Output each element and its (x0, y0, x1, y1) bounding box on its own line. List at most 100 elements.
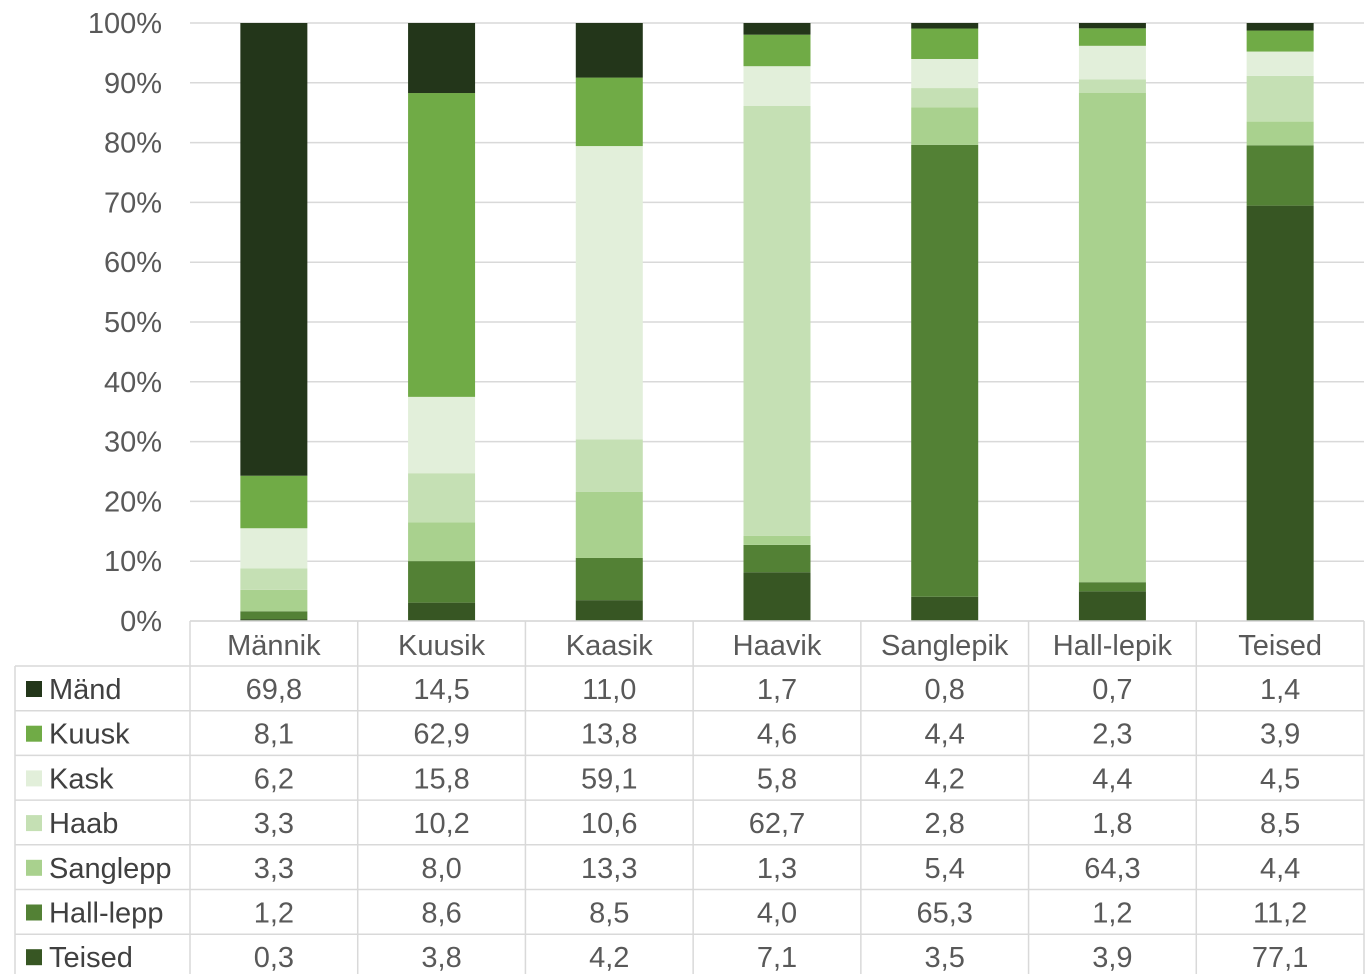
legend-entry: Sanglepp (49, 853, 172, 885)
data-label: 5,4 (925, 853, 965, 885)
data-label: 77,1 (1252, 942, 1308, 974)
bar-segment (1078, 92, 1146, 583)
data-label: 13,8 (581, 719, 637, 751)
x-category-label: Teised (1238, 630, 1322, 662)
bars (240, 23, 1314, 621)
data-label: 1,2 (254, 898, 294, 930)
bar-segment (240, 589, 308, 612)
y-tick-label: 100% (88, 8, 162, 40)
data-label: 0,3 (254, 942, 294, 974)
bar-segment (408, 522, 476, 562)
bar-segment (240, 568, 308, 590)
bar-segment (240, 475, 308, 529)
bar-segment (1246, 121, 1314, 146)
y-tick-label: 50% (104, 307, 162, 339)
y-tick-label: 80% (104, 128, 162, 160)
legend-entry: Mänd (49, 674, 122, 706)
bar-segment (1246, 30, 1314, 52)
data-label: 1,4 (1260, 674, 1300, 706)
data-label: 6,2 (254, 763, 294, 795)
bar-segment (743, 544, 811, 573)
bar-segment (743, 66, 811, 106)
bar-segment (911, 28, 979, 59)
bar-segment (575, 439, 643, 492)
legend-swatch (26, 725, 42, 742)
bar-segment (911, 23, 979, 29)
data-label: 1,7 (757, 674, 797, 706)
data-label: 59,1 (581, 763, 637, 795)
data-label: 62,9 (413, 719, 469, 751)
data-label: 8,1 (254, 719, 294, 751)
bar-segment (408, 473, 476, 523)
data-label: 62,7 (749, 808, 805, 840)
data-label: 0,7 (1092, 674, 1132, 706)
data-label: 15,8 (413, 763, 469, 795)
data-label: 14,5 (413, 674, 469, 706)
data-label: 3,3 (254, 853, 294, 885)
x-category-label: Kuusik (398, 630, 486, 662)
data-label: 8,0 (421, 853, 461, 885)
data-label: 1,8 (1092, 808, 1132, 840)
data-label: 10,2 (413, 808, 469, 840)
legend-swatch (26, 681, 42, 697)
data-label: 4,6 (757, 719, 797, 751)
data-label: 64,3 (1084, 853, 1140, 885)
legend-swatch (26, 904, 42, 921)
data-label: 4,4 (925, 719, 965, 751)
bar-segment (1078, 591, 1146, 621)
bar-segment (408, 396, 476, 474)
x-category-label: Kaasik (566, 630, 654, 662)
legend-swatch (26, 770, 42, 787)
data-label: 0,8 (925, 674, 965, 706)
bar-segment (408, 561, 476, 603)
legend-entry: Kuusk (49, 719, 130, 751)
bar-segment (743, 535, 811, 545)
data-label: 5,8 (757, 763, 797, 795)
bar-segment (1078, 79, 1146, 93)
y-tick-label: 10% (104, 546, 162, 578)
data-label: 4,4 (1092, 763, 1132, 795)
bar-segment (911, 107, 979, 145)
data-label: 8,6 (421, 898, 461, 930)
bar-segment (1078, 23, 1146, 29)
bar-segment (1246, 75, 1314, 122)
bar-segment (743, 34, 811, 67)
bar-segment (911, 58, 979, 89)
x-category-label: Hall-lepik (1053, 630, 1173, 662)
bar-segment (911, 88, 979, 108)
bar-segment (575, 23, 643, 78)
data-label: 69,8 (246, 674, 302, 706)
legend-entry: Kask (49, 763, 114, 795)
bar-segment (408, 93, 476, 397)
data-label: 4,4 (1260, 853, 1300, 885)
y-tick-label: 90% (104, 68, 162, 100)
bar-segment (575, 557, 643, 601)
bar-segment (240, 619, 308, 621)
data-label: 3,9 (1092, 942, 1132, 974)
data-label: 4,2 (925, 763, 965, 795)
bar-segment (743, 572, 811, 621)
bar-segment (408, 23, 476, 94)
data-label: 7,1 (757, 942, 797, 974)
bar-segment (1246, 23, 1314, 31)
bar-segment (1246, 51, 1314, 76)
x-category-label: Haavik (733, 630, 822, 662)
y-tick-label: 70% (104, 187, 162, 219)
data-label: 2,3 (1092, 719, 1132, 751)
bar-segment (1078, 28, 1146, 46)
y-tick-label: 30% (104, 427, 162, 459)
bar-segment (240, 23, 308, 476)
y-tick-label: 60% (104, 247, 162, 279)
x-category-label: Sanglepik (881, 630, 1009, 662)
bar-segment (911, 596, 979, 621)
data-table: Männik Kuusik Kaasik Haavik Sanglepik Hall-le… (14, 620, 1365, 974)
data-label: 3,5 (925, 942, 965, 974)
data-label: 4,0 (757, 898, 797, 930)
data-label: 3,3 (254, 808, 294, 840)
legend-swatch (26, 949, 42, 966)
bar-segment (575, 600, 643, 621)
legend-entry: Teised (49, 942, 133, 974)
data-label: 65,3 (916, 898, 972, 930)
legend-entry: Haab (49, 808, 118, 840)
